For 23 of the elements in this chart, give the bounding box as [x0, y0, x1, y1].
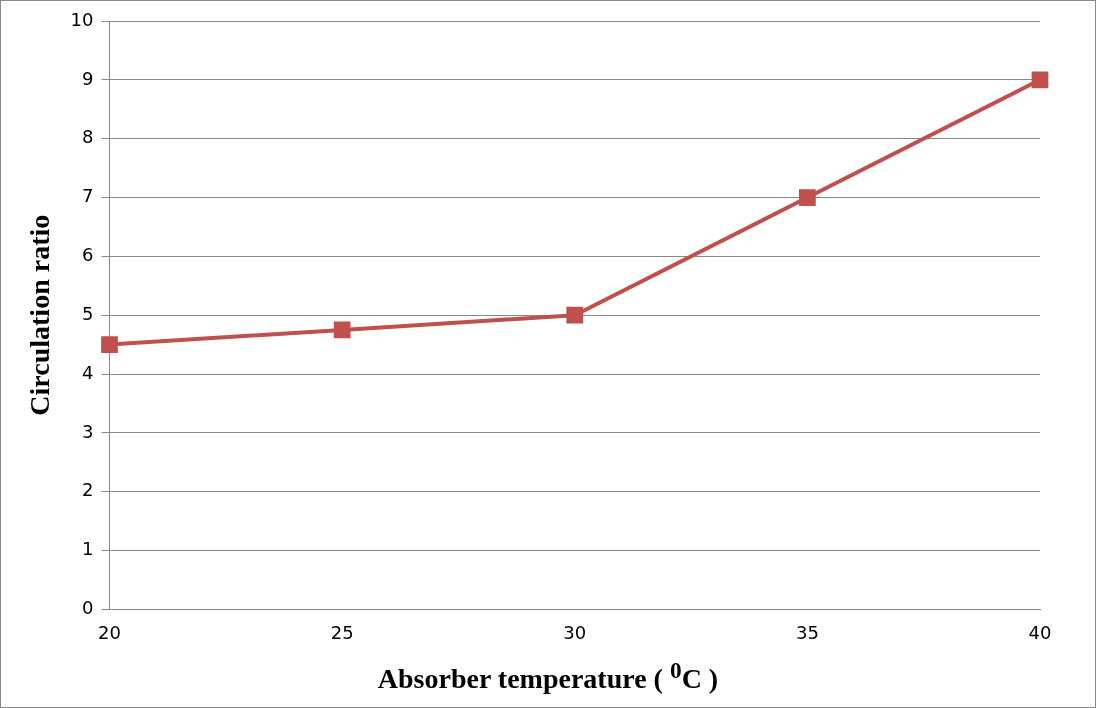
point — [101, 336, 118, 353]
y-tick-label: 6 — [82, 244, 94, 266]
point — [566, 306, 584, 324]
y-tick-label: 2 — [82, 479, 94, 501]
x-tick-label: 35 — [795, 621, 819, 643]
y-tick-label: 1 — [82, 538, 94, 560]
y-tick-label: 0 — [82, 597, 94, 619]
y-tick-label: 4 — [82, 361, 94, 383]
x-tick-label: 25 — [330, 621, 354, 643]
point — [333, 321, 351, 339]
point — [1031, 71, 1049, 89]
x-tick-label: 40 — [1028, 621, 1052, 643]
x-axis-title: Absorber temperature ( $^{0}$C ) — [376, 657, 720, 696]
x-tick-label: 30 — [563, 621, 587, 643]
y-tick-label: 10 — [70, 8, 94, 30]
y-tick-label: 5 — [82, 302, 94, 324]
x-tick-label: 20 — [98, 621, 121, 643]
y-tick-label: 3 — [82, 420, 94, 442]
y-tick-label: 7 — [82, 185, 94, 207]
y-tick-label: 9 — [82, 67, 94, 89]
y-tick-label: 8 — [82, 126, 94, 148]
point — [799, 189, 816, 206]
y-axis-title: Circulation ratio — [24, 214, 56, 416]
